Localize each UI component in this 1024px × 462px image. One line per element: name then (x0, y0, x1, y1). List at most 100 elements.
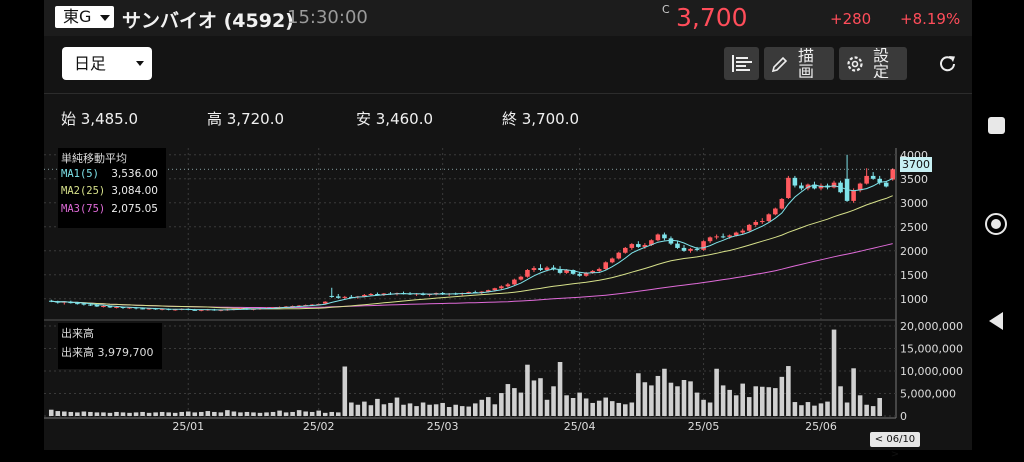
candle-body (479, 291, 485, 293)
price-tick-label: 2000 (900, 245, 928, 258)
candle-body (492, 288, 498, 291)
back-icon[interactable] (989, 312, 1003, 330)
market-label: 東G (63, 7, 92, 26)
candle-body (675, 243, 680, 248)
high-price: 高 3,720.0 (207, 110, 285, 128)
volume-bar (831, 329, 837, 416)
volume-bar (512, 388, 517, 416)
volume-bar (270, 411, 276, 416)
volume-bar (870, 406, 876, 416)
volume-bar (459, 406, 465, 416)
volume-bar (407, 403, 413, 416)
candle-body (714, 236, 719, 238)
candle-body (668, 238, 674, 244)
volume-tick-label: 5,000,000 (900, 388, 956, 401)
ma1-label: MA1(5) (61, 168, 99, 180)
low-price: 安 3,460.0 (356, 110, 434, 128)
ma3-line (51, 243, 893, 309)
candle-body (199, 309, 204, 311)
volume-bar (609, 401, 615, 416)
refresh-icon[interactable] (937, 53, 959, 75)
volume-bar (433, 404, 439, 416)
candle-body (877, 178, 882, 183)
candle-body (636, 244, 641, 247)
volume-bar (335, 412, 341, 416)
volume-legend: 出来高 出来高 3,979,700 (58, 323, 162, 369)
candle-body (759, 221, 765, 223)
volume-bar (205, 411, 211, 416)
volume-bar (303, 411, 308, 416)
price-volume-chart[interactable]: 100015002000250030003500400005,000,00010… (44, 0, 972, 450)
volume-bar (283, 412, 289, 416)
settings-button[interactable]: 設定 (839, 47, 907, 80)
candle-body (727, 235, 732, 237)
candle-body (766, 214, 772, 222)
last-price-tag: 3700 (900, 157, 932, 172)
volume-bar (740, 383, 745, 416)
volume-bar (551, 386, 556, 416)
candle-body (779, 198, 785, 209)
volume-bar (492, 404, 498, 416)
recents-icon[interactable] (988, 117, 1005, 134)
candle-body (870, 175, 876, 179)
candle-body (368, 294, 374, 295)
price-tick-label: 2500 (900, 221, 928, 234)
volume-bar (681, 380, 687, 416)
volume-bar (185, 411, 191, 416)
candle-body (342, 296, 348, 298)
candle-body (335, 296, 341, 298)
volume-bar (88, 411, 93, 416)
candle-body (590, 270, 595, 273)
close-price: 終 3,700.0 (502, 110, 580, 128)
candle-body (538, 268, 543, 270)
volume-bar (453, 404, 458, 416)
volume-bar (688, 381, 693, 416)
volume-bar (479, 399, 485, 416)
indicator-list-button[interactable] (724, 47, 759, 80)
volume-bar (557, 362, 563, 416)
date-tick-label: 25/04 (564, 420, 596, 433)
volume-bar (218, 412, 224, 416)
volume-bar (714, 368, 719, 416)
candle-body (831, 182, 837, 188)
candle-body (127, 307, 132, 309)
volume-bar (420, 402, 426, 416)
volume-bar (518, 392, 524, 416)
volume-bar (727, 389, 732, 416)
volume-bar (62, 411, 67, 416)
volume-bar (355, 404, 361, 416)
volume-bar (349, 402, 354, 416)
volume-bar (805, 402, 811, 416)
candle-body (75, 303, 80, 305)
volume-bar (564, 395, 569, 416)
volume-bar (851, 368, 856, 416)
date-cursor-tag[interactable]: < 06/10 > (870, 432, 920, 460)
volume-bar (786, 366, 791, 416)
volume-bar (662, 368, 667, 416)
candle-body (322, 301, 328, 304)
volume-bar (668, 382, 674, 416)
chevron-down-icon (100, 15, 110, 21)
volume-bar (251, 412, 256, 416)
draw-label: 描画 (798, 48, 819, 78)
volume-bar (733, 395, 739, 416)
volume-bar (107, 412, 113, 416)
home-icon[interactable] (985, 213, 1007, 235)
volume-bar (133, 412, 139, 416)
period-select[interactable]: 日足 (62, 47, 152, 80)
volume-bar (277, 410, 282, 416)
volume-bar (773, 388, 778, 416)
volume-bar (446, 407, 452, 416)
market-select[interactable]: 東G (55, 6, 114, 28)
draw-button[interactable]: 描画 (764, 47, 834, 80)
candle-body (805, 184, 811, 189)
ma2-line (51, 195, 893, 310)
volume-bar (192, 412, 198, 416)
volume-bar (290, 411, 295, 416)
candle-body (81, 303, 87, 305)
volume-bar (792, 402, 798, 416)
volume-bar (753, 386, 759, 416)
volume-bar (675, 386, 680, 416)
volume-bar (570, 398, 576, 416)
volume-bar (694, 392, 700, 416)
